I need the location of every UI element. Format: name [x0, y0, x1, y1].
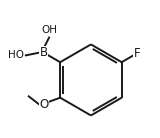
- Text: OH: OH: [41, 25, 57, 35]
- Text: HO: HO: [8, 50, 24, 60]
- Text: B: B: [40, 46, 48, 59]
- Text: O: O: [39, 98, 48, 111]
- Text: F: F: [134, 47, 140, 60]
